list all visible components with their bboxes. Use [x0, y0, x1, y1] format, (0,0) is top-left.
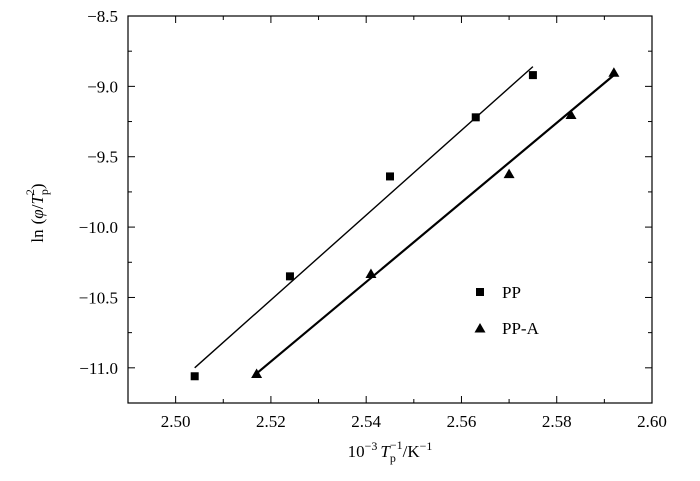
plot-frame	[127, 15, 653, 404]
y-tick-label: −8.5	[87, 7, 118, 26]
legend-marker-pp	[476, 288, 484, 296]
x-tick-label: 2.50	[161, 412, 191, 431]
x-tick-label: 2.60	[637, 412, 667, 431]
axes: 2.50 2.52 2.54 2.56 2.58 2.60 −8.5 −9.0 −9.5 −10.…	[79, 7, 667, 431]
y-tick-label: −11.0	[79, 359, 118, 378]
x-tick-label: 2.52	[256, 412, 286, 431]
data-point-pp	[386, 172, 394, 181]
fit-line-pp-a	[255, 74, 615, 375]
legend-marker-pp-a	[474, 323, 486, 333]
y-axis-title: ln(φ/Tp2)	[23, 183, 51, 242]
x-tick-label: 2.56	[447, 412, 477, 431]
x-axis-title: 10−3 Tp−1/K−1	[348, 438, 433, 465]
x-tick-label: 2.58	[542, 412, 572, 431]
y-tick-label: −10.5	[79, 288, 118, 307]
fit-line-pp	[194, 66, 534, 369]
data-point-pp	[285, 272, 294, 281]
y-tick-label: −9.5	[87, 148, 118, 167]
y-tick-label: −10.0	[79, 218, 118, 237]
plot-area	[190, 66, 620, 381]
x-tick-label: 2.54	[351, 412, 381, 431]
legend: PP PP-A	[474, 283, 540, 338]
data-point-pp-a	[251, 368, 263, 378]
data-point-pp-a	[565, 109, 577, 120]
data-point-pp	[190, 372, 199, 381]
data-point-pp-a	[608, 67, 620, 77]
y-tick-label: −9.0	[87, 77, 118, 96]
legend-label-pp-a: PP-A	[502, 319, 540, 338]
legend-label-pp: PP	[502, 283, 521, 302]
data-point-pp-a	[503, 168, 515, 179]
data-point-pp-a	[365, 268, 377, 279]
data-point-pp	[471, 113, 480, 122]
data-point-pp	[528, 71, 537, 80]
